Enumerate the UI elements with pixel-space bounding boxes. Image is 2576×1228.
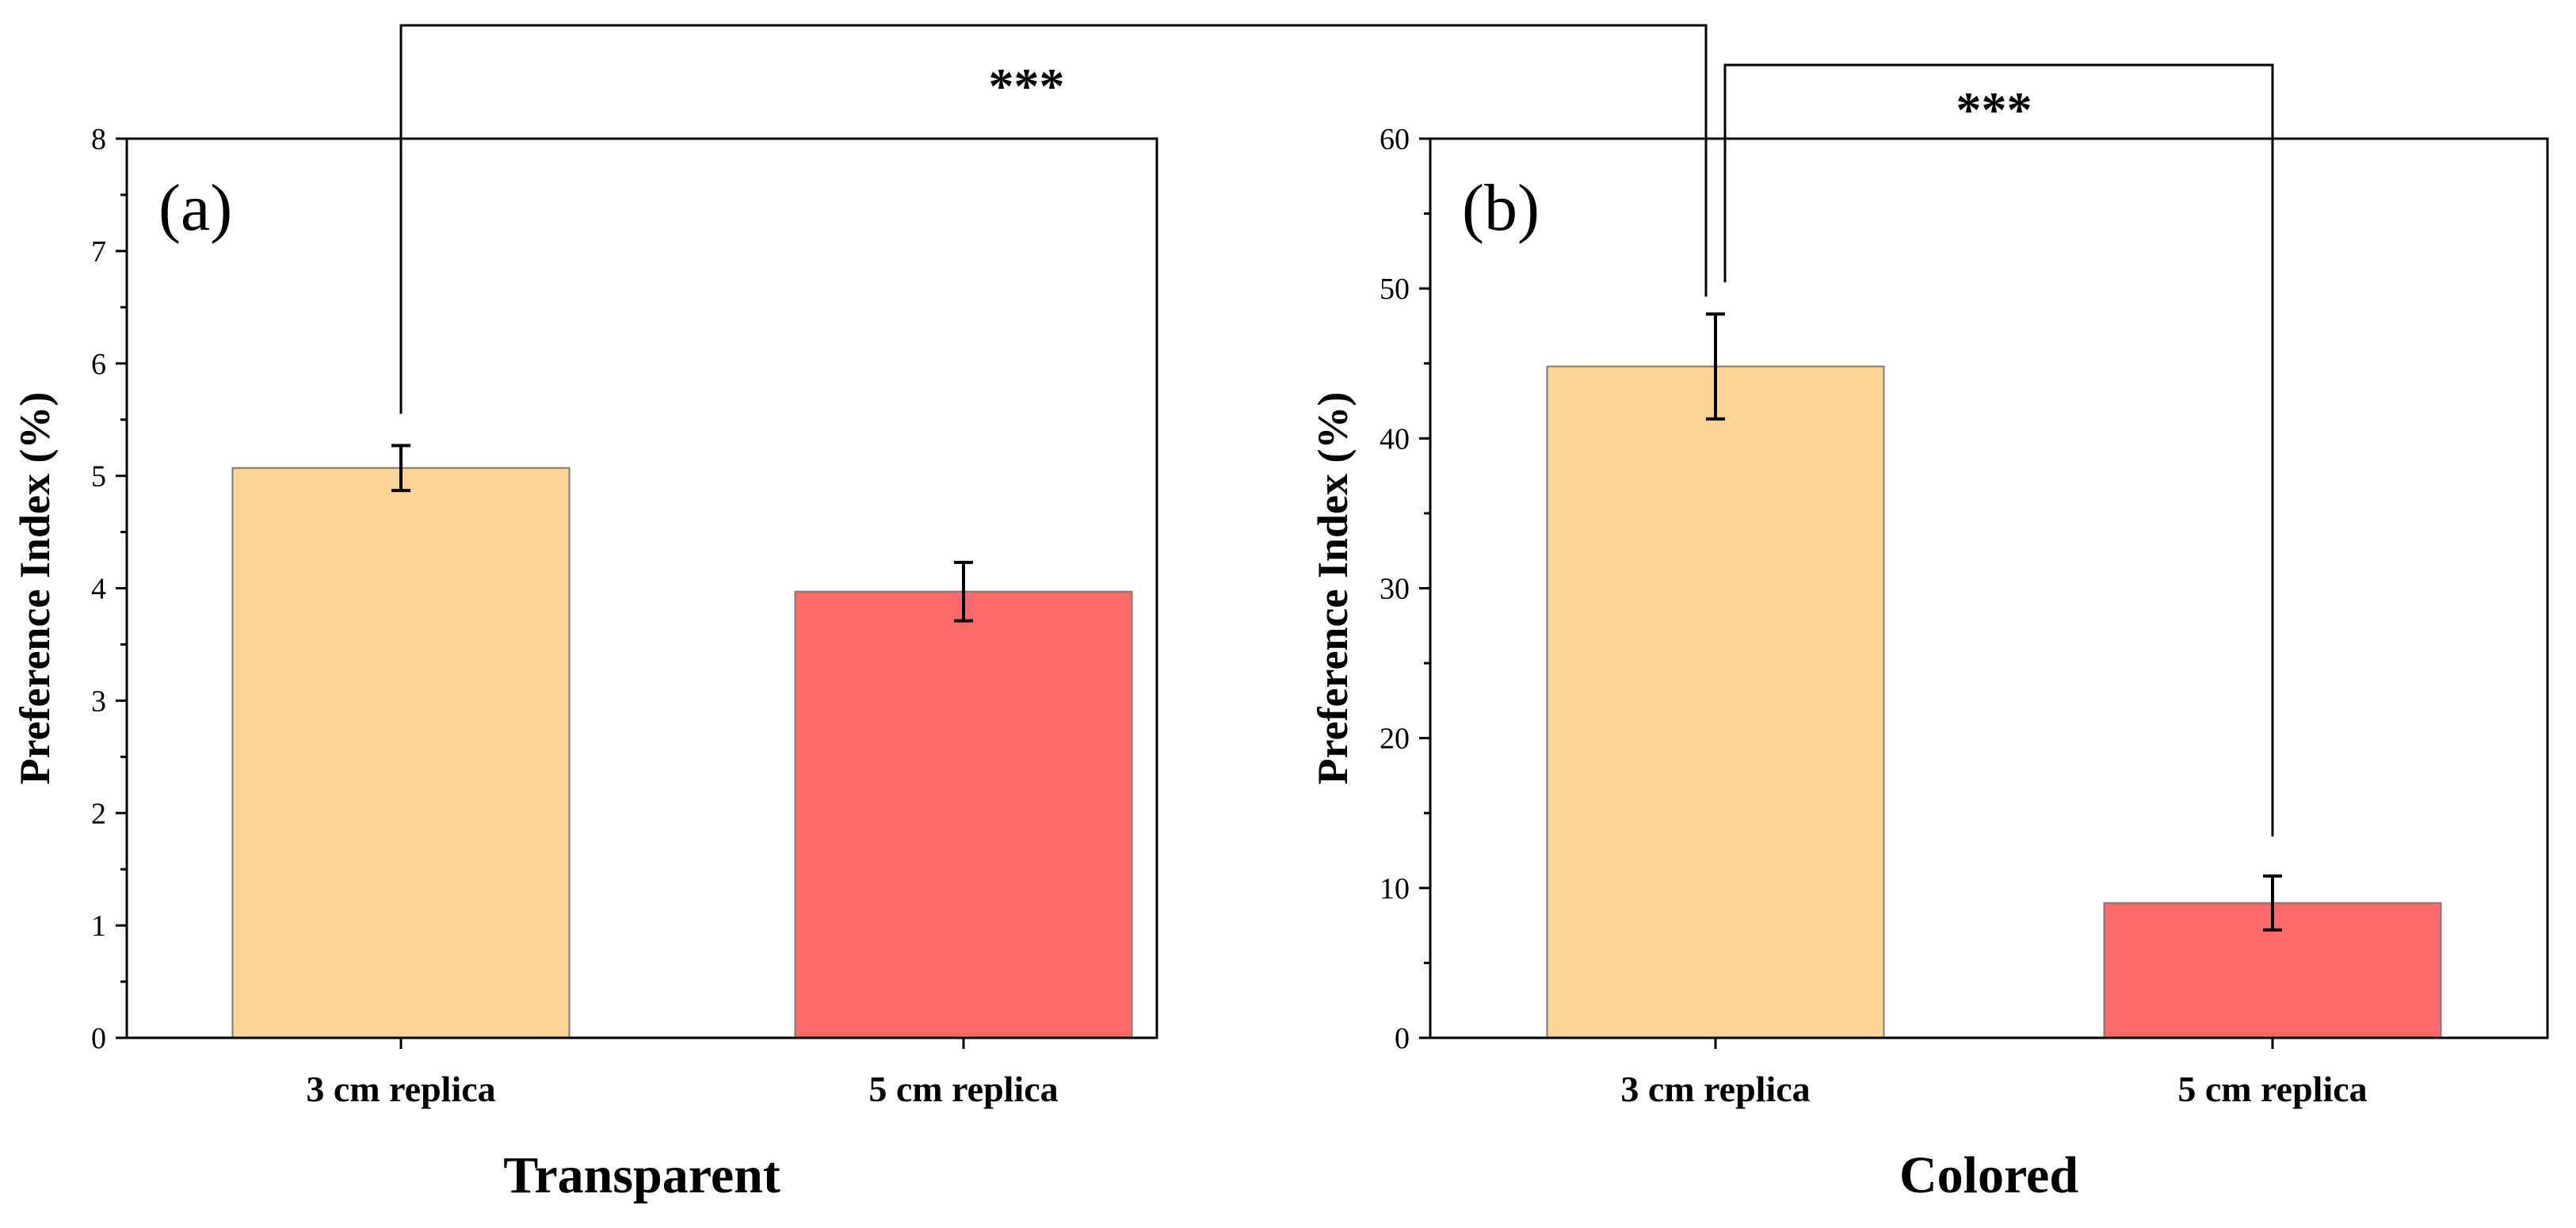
bracket-line [1723,63,2274,837]
significance-bracket-2 [1723,63,2274,837]
x-tick-label: 3 cm replica [306,1069,495,1109]
y-tick-label: 0 [91,1022,106,1055]
error-bar-5cm [2263,874,2282,932]
error-bar-5cm [954,560,973,623]
y-tick-label: 60 [1380,123,1410,156]
bar-3cm [231,467,571,1039]
significance-label-2: *** [1956,82,2032,138]
significance-bracket-1 [399,24,1708,414]
panel-b: 0 10 20 30 40 50 60 3 cm replica 5 cm replica Pre… [1309,123,2549,1204]
panel-label: (a) [158,171,232,245]
error-bar-3cm [391,444,410,493]
group-title: Colored [1899,1146,2078,1204]
y-tick-label: 30 [1380,573,1410,606]
y-tick-label: 40 [1380,422,1410,456]
y-tick-label: 8 [91,123,106,156]
x-tick-label: 5 cm replica [868,1069,1058,1109]
y-axis-title: Preference Index (%) [1309,392,1357,785]
bar-3cm [1546,365,1885,1039]
y-tick-label: 20 [1380,723,1410,756]
y-tick-label: 7 [91,235,106,269]
y-tick-label: 1 [91,910,106,943]
bracket-line [399,24,1708,414]
group-title: Transparent [503,1146,780,1204]
y-tick-label: 6 [91,348,106,381]
panel-label: (b) [1462,171,1540,245]
x-tick-label: 5 cm replica [2177,1069,2367,1109]
y-tick-label: 10 [1380,872,1410,906]
y-tick-label: 2 [91,797,106,830]
y-tick-label: 5 [91,460,106,494]
y-tick-label: 50 [1380,273,1410,306]
bar-5cm [794,590,1133,1039]
x-tick-label: 3 cm replica [1620,1069,1810,1109]
y-axis-title: Preference Index (%) [11,392,59,785]
panel-a: 0 1 2 3 4 5 6 7 8 3 cm replica 5 cm replica Prefere… [11,123,1158,1204]
y-tick-label: 3 [91,685,106,718]
y-tick-label: 0 [1395,1022,1410,1055]
significance-label-1: *** [989,58,1065,114]
y-tick-label: 4 [91,573,106,606]
error-bar-3cm [1706,312,1725,421]
significance-brackets: *** *** [399,24,2274,837]
